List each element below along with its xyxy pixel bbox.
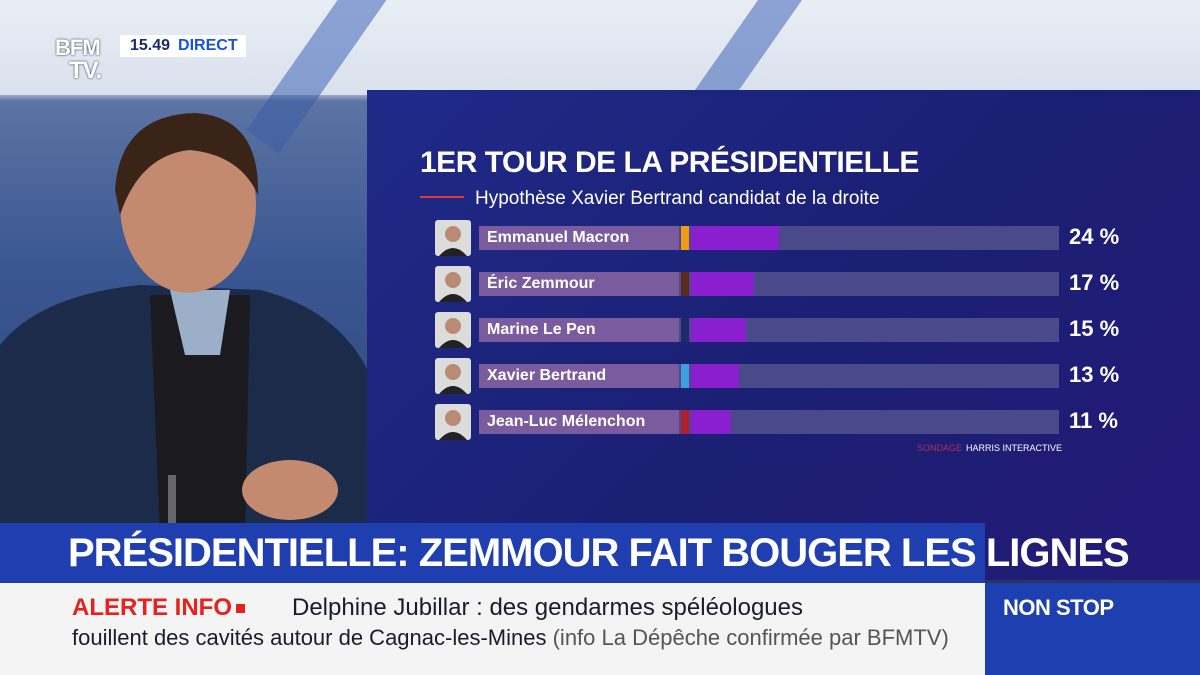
candidate-name: Éric Zemmour: [487, 275, 595, 292]
bar-track: Emmanuel Macron: [479, 226, 1059, 250]
bar-track: Jean-Luc Mélenchon: [479, 410, 1059, 434]
bar: [691, 364, 739, 388]
time-live-badge: 15.49 DIRECT: [120, 35, 246, 57]
alert-square-icon: [236, 604, 245, 614]
bar: [691, 272, 754, 296]
non-stop-badge: NON STOP: [985, 583, 1200, 675]
bar-label-background: [479, 272, 679, 296]
party-color-marker: [681, 272, 689, 296]
bar-label-background: [479, 318, 679, 342]
source-label: SONDAGE: [917, 443, 963, 453]
data-label: 24 %: [1069, 224, 1120, 249]
chart-title: 1ER TOUR DE LA PRÉSIDENTIELLE: [420, 146, 919, 179]
non-stop-text: NON STOP: [1003, 595, 1114, 620]
headline-banner: PRÉSIDENTIELLE: ZEMMOUR FAIT BOUGER LES …: [0, 523, 1130, 583]
alert-info-label: ALERTE INFO: [72, 594, 245, 622]
chart-subtitle: Hypothèse Xavier Bertrand candidat de la…: [475, 188, 880, 209]
bar-track: Marine Le Pen: [479, 318, 1059, 342]
candidate-avatar-icon: [435, 404, 471, 440]
bar-label-background: [479, 410, 679, 434]
ticker-source-note: (info La Dépêche confirmée par BFMTV): [552, 625, 949, 650]
candidate-avatar-icon: [435, 220, 471, 256]
poll-chart-panel: 1ER TOUR DE LA PRÉSIDENTIELLE Hypothèse …: [367, 90, 1200, 580]
party-color-marker: [681, 226, 689, 250]
presenter-guest: [0, 95, 380, 535]
data-label: 15 %: [1069, 316, 1120, 341]
bar: [691, 410, 731, 434]
bar: [691, 226, 779, 250]
candidate-avatar-icon: [435, 358, 471, 394]
clock-time: 15.49: [130, 37, 171, 54]
headline-text: PRÉSIDENTIELLE: ZEMMOUR FAIT BOUGER LES …: [68, 531, 1130, 575]
logo-text-bfm: BFM: [55, 35, 101, 60]
chart-source: SONDAGE HARRIS INTERACTIVE: [917, 443, 1062, 453]
candidate-name: Emmanuel Macron: [487, 229, 630, 246]
news-ticker: ALERTE INFO Delphine Jubillar : des gend…: [0, 583, 985, 675]
ticker-line-2-text: fouillent des cavités autour de Cagnac-l…: [72, 625, 547, 650]
live-label: DIRECT: [178, 37, 238, 54]
candidate-name: Jean-Luc Mélenchon: [487, 413, 646, 430]
bar-track: Éric Zemmour: [479, 272, 1059, 296]
source-name: HARRIS INTERACTIVE: [966, 443, 1063, 453]
candidate-avatar-icon: [435, 312, 471, 348]
data-label: 17 %: [1069, 270, 1120, 295]
bar-track: Xavier Bertrand: [479, 364, 1059, 388]
candidate-name: Xavier Bertrand: [487, 367, 607, 384]
subtitle-accent-rule: [420, 196, 464, 198]
bar-label-background: [479, 226, 679, 250]
candidate-name: Marine Le Pen: [487, 321, 596, 338]
data-label: 11 %: [1069, 408, 1118, 433]
party-color-marker: [681, 410, 689, 434]
alert-label-text: ALERTE INFO: [72, 594, 232, 621]
party-color-marker: [681, 364, 689, 388]
bar-label-background: [479, 364, 679, 388]
bar: [691, 318, 746, 342]
channel-logo: BFM TV.: [55, 35, 117, 85]
logo-text-tv: TV.: [69, 57, 102, 84]
ticker-line-1: Delphine Jubillar : des gendarmes spéléo…: [292, 594, 803, 621]
candidate-avatar-icon: [435, 266, 471, 302]
party-color-marker: [681, 318, 689, 342]
ticker-line-2: fouillent des cavités autour de Cagnac-l…: [72, 625, 949, 651]
data-label: 13 %: [1069, 362, 1120, 387]
